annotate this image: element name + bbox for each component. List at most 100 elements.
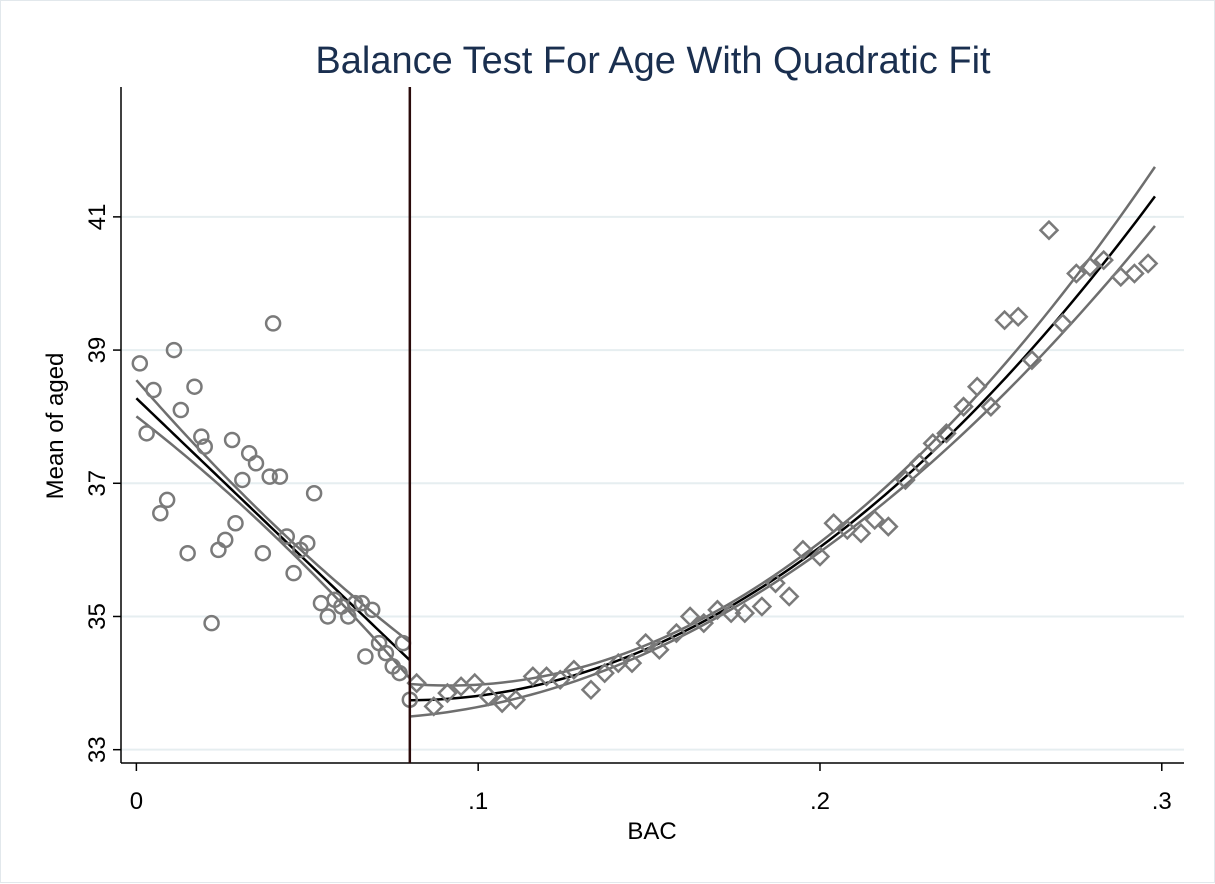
circle-marker xyxy=(227,514,244,532)
circle-marker xyxy=(216,531,234,549)
circle-marker xyxy=(172,401,190,419)
diamond-marker xyxy=(936,423,957,444)
diamond-marker xyxy=(549,669,571,691)
diamond-marker xyxy=(908,453,930,474)
circle-marker xyxy=(193,428,210,445)
diamond-marker xyxy=(878,516,899,537)
diamond-marker xyxy=(1079,256,1101,278)
diamond-marker xyxy=(895,469,916,491)
ci-upper-right xyxy=(409,166,1156,687)
diamond-marker xyxy=(1066,263,1087,284)
circle-marker xyxy=(240,445,258,462)
diamond-marker xyxy=(765,572,786,594)
circle-marker xyxy=(210,541,227,559)
diamond-marker xyxy=(837,519,858,541)
diamond-marker xyxy=(505,689,527,710)
marker-layer xyxy=(131,219,1159,717)
diamond-marker xyxy=(720,602,742,624)
circle-marker xyxy=(363,601,381,619)
diamond-marker xyxy=(693,612,715,634)
circle-marker xyxy=(377,644,395,662)
y-tick-label: 35 xyxy=(84,603,111,630)
diamond-marker xyxy=(423,696,445,717)
diamond-marker xyxy=(464,672,486,694)
diamond-marker xyxy=(621,652,643,674)
circle-marker xyxy=(138,425,155,442)
circle-marker xyxy=(234,471,251,489)
diamond-marker xyxy=(980,396,1002,417)
circle-marker xyxy=(254,544,272,562)
diamond-marker xyxy=(850,522,872,544)
circle-marker xyxy=(278,528,296,545)
diamond-marker xyxy=(608,652,629,674)
grid-layer xyxy=(121,215,1184,751)
diamond-marker xyxy=(522,666,544,687)
circle-marker xyxy=(165,341,183,359)
y-tick-label: 33 xyxy=(84,736,111,763)
diamond-marker xyxy=(666,622,687,644)
diamond-marker xyxy=(966,376,988,397)
circle-marker xyxy=(305,485,323,502)
y-tick-label: 39 xyxy=(84,337,111,364)
circle-marker xyxy=(264,315,282,332)
circle-marker xyxy=(299,534,316,552)
diamond-marker xyxy=(1137,253,1159,274)
diamond-marker xyxy=(792,539,814,561)
circle-marker xyxy=(186,378,203,395)
fit-curve-right xyxy=(409,195,1156,702)
circle-marker xyxy=(340,608,357,625)
chart-title: Balance Test For Age With Quadratic Fit xyxy=(315,40,991,82)
circle-marker xyxy=(261,468,278,485)
circle-marker xyxy=(131,355,149,372)
ci-upper-left xyxy=(135,379,411,644)
diamond-marker xyxy=(809,546,831,567)
circle-marker xyxy=(158,491,176,509)
diamond-marker xyxy=(437,682,458,704)
diamond-marker xyxy=(679,606,701,627)
diamond-marker xyxy=(478,686,499,707)
diamond-marker xyxy=(1052,313,1073,334)
diamond-marker xyxy=(778,586,800,607)
x-tick-label: .3 xyxy=(1152,788,1172,815)
diamond-marker xyxy=(1021,349,1043,371)
x-tick-label: .2 xyxy=(810,788,830,815)
ci-lower-right xyxy=(409,225,1156,718)
circle-marker xyxy=(203,614,220,632)
diamond-marker xyxy=(563,659,585,681)
circle-marker xyxy=(285,564,302,582)
diamond-marker xyxy=(635,632,656,654)
diamond-marker xyxy=(707,599,728,621)
circle-marker xyxy=(145,381,162,399)
diamond-marker xyxy=(953,396,974,417)
fit-layer xyxy=(135,195,1156,702)
diamond-marker xyxy=(1124,263,1145,284)
diamond-marker xyxy=(580,679,602,701)
diamond-marker xyxy=(734,602,756,624)
circle-marker xyxy=(196,438,213,455)
circle-marker xyxy=(152,504,169,522)
diamond-marker xyxy=(649,639,670,661)
circle-marker xyxy=(357,648,374,665)
diamond-marker xyxy=(922,433,944,454)
axes-layer: 33 35 37 39 41 0 .1 .2 .3 xyxy=(84,87,1184,815)
x-axis-title: BAC xyxy=(627,818,676,845)
diamond-marker xyxy=(536,666,557,687)
circle-marker xyxy=(346,594,364,612)
y-tick-label: 37 xyxy=(84,470,111,497)
y-axis-title: Mean of aged xyxy=(42,353,69,500)
circle-marker xyxy=(247,455,265,472)
ci-lower-left xyxy=(135,415,411,680)
diamond-marker xyxy=(1093,249,1114,271)
diamond-marker xyxy=(751,596,773,617)
x-tick-label: .1 xyxy=(468,788,488,815)
diamond-marker xyxy=(1038,219,1060,241)
x-tick-label: 0 xyxy=(130,788,143,815)
circle-marker xyxy=(271,468,289,485)
diamond-marker xyxy=(1110,266,1132,288)
circle-marker xyxy=(223,431,241,449)
diamond-marker xyxy=(823,512,844,534)
circle-marker xyxy=(319,608,337,625)
diamond-marker xyxy=(594,662,615,684)
